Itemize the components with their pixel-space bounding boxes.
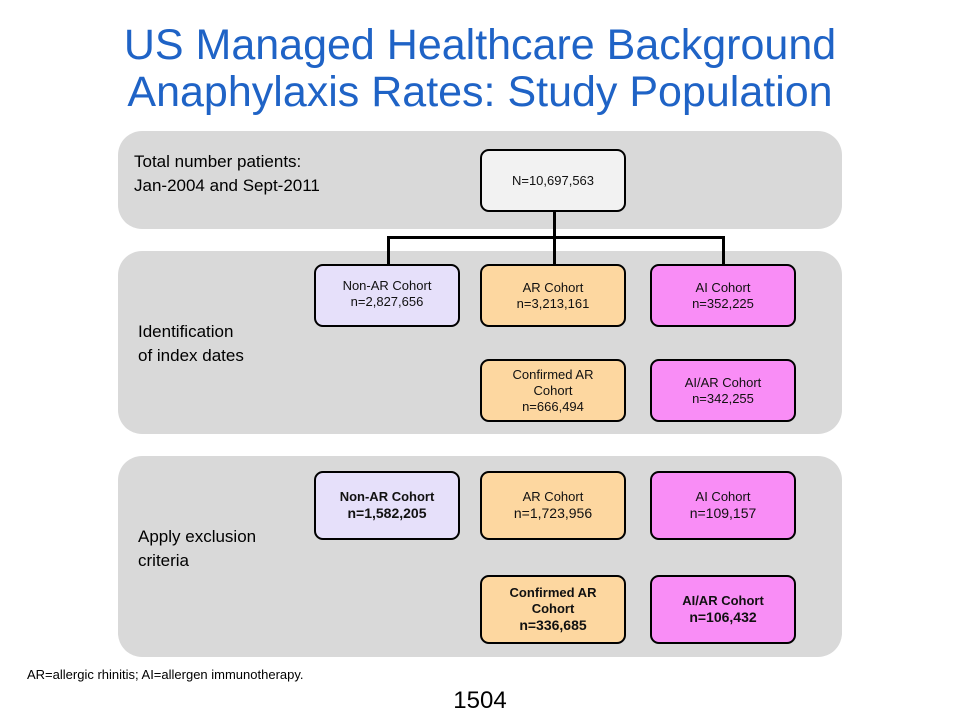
connector-total-down bbox=[553, 211, 556, 239]
ex-confirmed-ar-cohort-box: Confirmed AR Cohort n=336,685 bbox=[480, 575, 626, 644]
band-label-exclusion: Apply exclusion criteria bbox=[138, 527, 257, 570]
id-ai-cohort-box: AI Cohort n=352,225 bbox=[650, 264, 796, 327]
title-line-1: US Managed Healthcare Background bbox=[123, 21, 837, 69]
ex-ar-cohort-box: AR Cohort n=1,723,956 bbox=[480, 471, 626, 540]
band-label-identification: Identification of index dates bbox=[138, 322, 244, 365]
ex-ai-ar-cohort-box: AI/AR Cohort n=106,432 bbox=[650, 575, 796, 644]
connector-to-ar bbox=[553, 236, 556, 266]
id-ai-ar-cohort-box: AI/AR Cohort n=342,255 bbox=[650, 359, 796, 422]
total-patients-value: N=10,697,563 bbox=[511, 172, 595, 188]
id-confirmed-ar-cohort-box: Confirmed AR Cohort n=666,494 bbox=[480, 359, 626, 422]
connector-horizontal bbox=[387, 236, 725, 239]
ex-non-ar-cohort-box: Non-AR Cohort n=1,582,205 bbox=[314, 471, 460, 540]
id-ar-cohort-box: AR Cohort n=3,213,161 bbox=[480, 264, 626, 327]
footnote: AR=allergic rhinitis; AI=allergen immuno… bbox=[27, 667, 304, 682]
ex-ai-cohort-box: AI Cohort n=109,157 bbox=[650, 471, 796, 540]
connector-to-nonar bbox=[387, 236, 390, 266]
connector-to-ai bbox=[722, 236, 725, 266]
page-number: 1504 bbox=[453, 687, 507, 714]
slide-title: US Managed Healthcare Background Anaphyl… bbox=[0, 22, 960, 116]
total-patients-box: N=10,697,563 bbox=[480, 149, 626, 212]
band-label-total: Total number patients: Jan-2004 and Sept… bbox=[134, 152, 320, 195]
id-non-ar-cohort-box: Non-AR Cohort n=2,827,656 bbox=[314, 264, 460, 327]
title-line-2: Anaphylaxis Rates: Study Population bbox=[127, 68, 833, 116]
